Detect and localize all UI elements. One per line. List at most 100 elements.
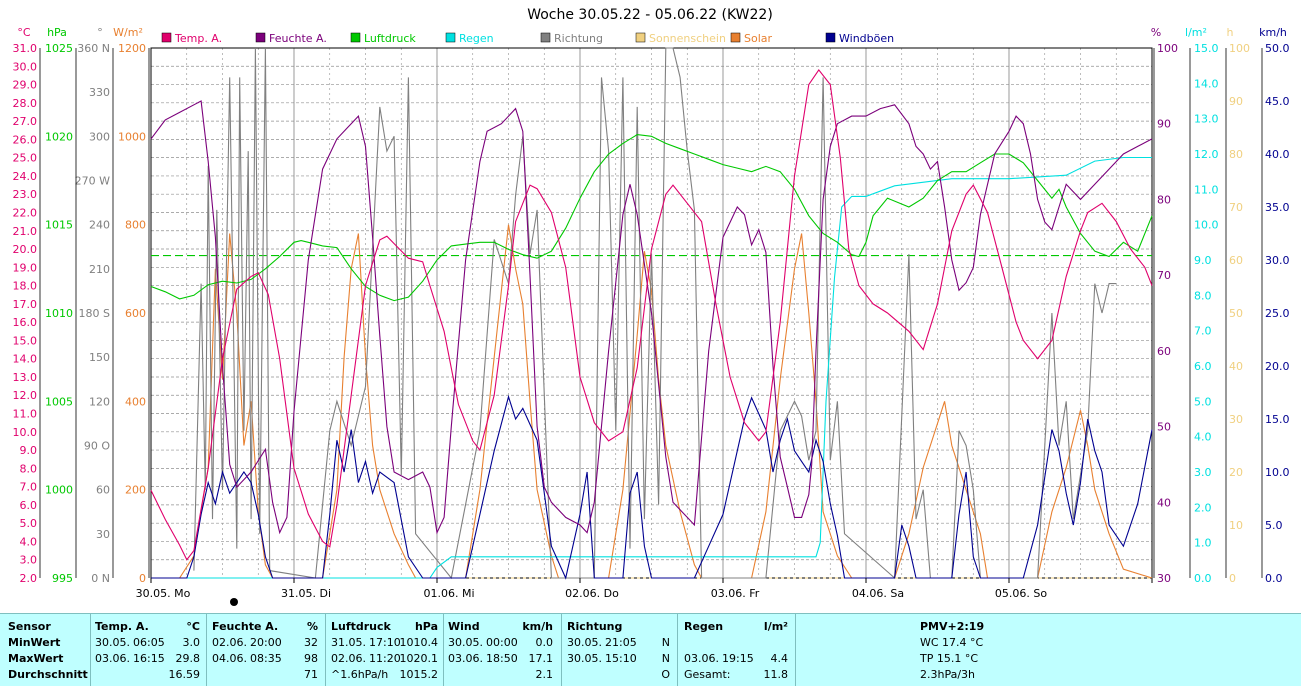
- max-rain-date: 03.06.: [684, 652, 719, 665]
- solar-tick-label: 400: [125, 395, 146, 408]
- max-temp-date: 03.06.: [95, 652, 130, 665]
- legend-label: Solar: [744, 32, 773, 45]
- day-label: 31.05. Di: [281, 587, 331, 600]
- min-temp-time: 06:05: [133, 636, 165, 649]
- pressure-tick-label: 1025: [45, 42, 73, 55]
- legend-swatch: [445, 32, 456, 43]
- sunshine-tick-label: 0: [1229, 572, 1236, 585]
- sunshine-tick-label: 20: [1229, 466, 1243, 479]
- pressure-tick-label: 1015: [45, 219, 73, 232]
- day-label: 02.06. Do: [565, 587, 619, 600]
- humidity-tick-label: 80: [1157, 193, 1171, 206]
- avg-hum-val: 71: [304, 668, 318, 681]
- series-solar: [151, 224, 1153, 579]
- humidity-tick-label: 90: [1157, 118, 1171, 131]
- stats-min-row: MinWert 30.05. 06:05 3.0 02.06. 20:00 32…: [0, 635, 1301, 651]
- humidity-tick-label: 70: [1157, 269, 1171, 282]
- max-temp-val: 29.8: [175, 652, 201, 665]
- temp-tick-label: 9.0: [20, 444, 38, 457]
- solar-tick-label: 0: [139, 572, 146, 585]
- max-dir-time: 15:10: [605, 652, 637, 665]
- series-lines: [150, 47, 1153, 580]
- rain-unit-label: l/m²: [1185, 26, 1207, 39]
- rain-tick-label: 14.0: [1194, 77, 1219, 90]
- min-temp-date: 30.05.: [95, 636, 130, 649]
- min-press-date: 31.05.: [331, 636, 366, 649]
- series-richtung: [193, 47, 1117, 580]
- pressure-tick-label: 995: [52, 572, 73, 585]
- temp-tick-label: 4.0: [20, 535, 38, 548]
- rain-tick-label: 0.0: [1194, 572, 1212, 585]
- humidity-tick-label: 30: [1157, 572, 1171, 585]
- legend-label: Sonnenschein: [649, 32, 726, 45]
- hdr-sensor: Sensor: [8, 620, 51, 633]
- hdr-dir: Richtung: [567, 620, 623, 633]
- avg-wind-val: 2.1: [535, 668, 554, 681]
- rain-tick-label: 3.0: [1194, 466, 1212, 479]
- wind-unit-label: km/h: [1259, 26, 1287, 39]
- temp-tick-label: 29.0: [13, 79, 38, 92]
- rain-tick-label: 11.0: [1194, 183, 1219, 196]
- rain-tick-label: 7.0: [1194, 325, 1212, 338]
- day-label: 04.06. Sa: [852, 587, 904, 600]
- max-dir-val: N: [661, 652, 670, 665]
- stats-max-row: MaxWert 03.06. 16:15 29.8 04.06. 08:35 9…: [0, 651, 1301, 667]
- day-label: 03.06. Fr: [711, 587, 760, 600]
- min-hum-time: 20:00: [250, 636, 282, 649]
- legend-swatch: [350, 32, 361, 43]
- stats-header-row: Sensor Temp. A. °C Feuchte A. % Luftdruc…: [0, 619, 1301, 635]
- max-press-val: 1020.1: [399, 652, 439, 665]
- avg-dir-val: O: [661, 668, 670, 681]
- wind-tick-label: 10.0: [1265, 466, 1290, 479]
- rain-tick-label: 2.0: [1194, 501, 1212, 514]
- wind-tick-label: 40.0: [1265, 148, 1290, 161]
- temp-tick-label: 21.0: [13, 225, 38, 238]
- temp-tick-label: 18.0: [13, 280, 38, 293]
- legend-swatch: [255, 32, 266, 43]
- direction-tick-label: 60: [96, 484, 110, 497]
- x-axis-labels: 30.05. Mo 31.05. Di 01.06. Mi 02.06. Do 03.0…: [136, 578, 1153, 600]
- wind-tick-label: 5.0: [1265, 519, 1283, 532]
- sunshine-tick-label: 60: [1229, 254, 1243, 267]
- avg-trend: 2.3hPa/3h: [920, 668, 976, 681]
- sunshine-tick-label: 90: [1229, 95, 1243, 108]
- hdr-wind: Wind: [448, 620, 480, 633]
- avg-rain-label: Gesamt:: [684, 668, 731, 681]
- legend: Temp. A. Feuchte A. Luftdruck Regen Richtung…: [161, 32, 894, 45]
- temp-tick-label: 24.0: [13, 170, 38, 183]
- min-hum-date: 02.06.: [212, 636, 247, 649]
- day-label: 05.06. So: [995, 587, 1047, 600]
- legend-label: Feuchte A.: [269, 32, 327, 45]
- temp-tick-label: 14.0: [13, 353, 38, 366]
- weather-week-chart: Woche 30.05.22 - 05.06.22 (KW22) Temp. A…: [13, 7, 1290, 606]
- stats-avg-row: Durchschnitt 16.59 71 ^1.6hPa/h 1015.2 2…: [0, 667, 1301, 683]
- wind-tick-label: 0.0: [1265, 572, 1283, 585]
- temp-tick-label: 19.0: [13, 261, 38, 274]
- series-feuchte-a: [150, 100, 1153, 535]
- rain-tick-label: 15.0: [1194, 42, 1219, 55]
- min-dir-time: 21:05: [605, 636, 637, 649]
- wind-tick-label: 25.0: [1265, 307, 1290, 320]
- max-hum-date: 04.06.: [212, 652, 247, 665]
- temp-tick-label: 7.0: [20, 481, 38, 494]
- day-label: 30.05. Mo: [136, 587, 191, 600]
- wind-tick-label: 15.0: [1265, 413, 1290, 426]
- rain-tick-label: 1.0: [1194, 537, 1212, 550]
- sunshine-tick-label: 10: [1229, 519, 1243, 532]
- max-rain-val: 4.4: [770, 652, 789, 665]
- sunshine-tick-label: 40: [1229, 360, 1243, 373]
- rain-tick-label: 13.0: [1194, 113, 1219, 126]
- hdr-pmv: PMV+2:19: [920, 620, 985, 633]
- temp-tick-label: 26.0: [13, 133, 38, 146]
- min-dir-date: 30.05.: [567, 636, 602, 649]
- max-rain-time: 19:15: [722, 652, 754, 665]
- pressure-tick-label: 1020: [45, 130, 73, 143]
- max-press-date: 02.06.: [331, 652, 366, 665]
- temp-tick-label: 22.0: [13, 206, 38, 219]
- temp-tick-label: 2.0: [20, 572, 38, 585]
- rain-tick-label: 9.0: [1194, 254, 1212, 267]
- wind-tick-label: 35.0: [1265, 201, 1290, 214]
- avg-label: Durchschnitt: [8, 668, 88, 681]
- hdr-rain: Regen: [684, 620, 724, 633]
- rain-tick-label: 4.0: [1194, 431, 1212, 444]
